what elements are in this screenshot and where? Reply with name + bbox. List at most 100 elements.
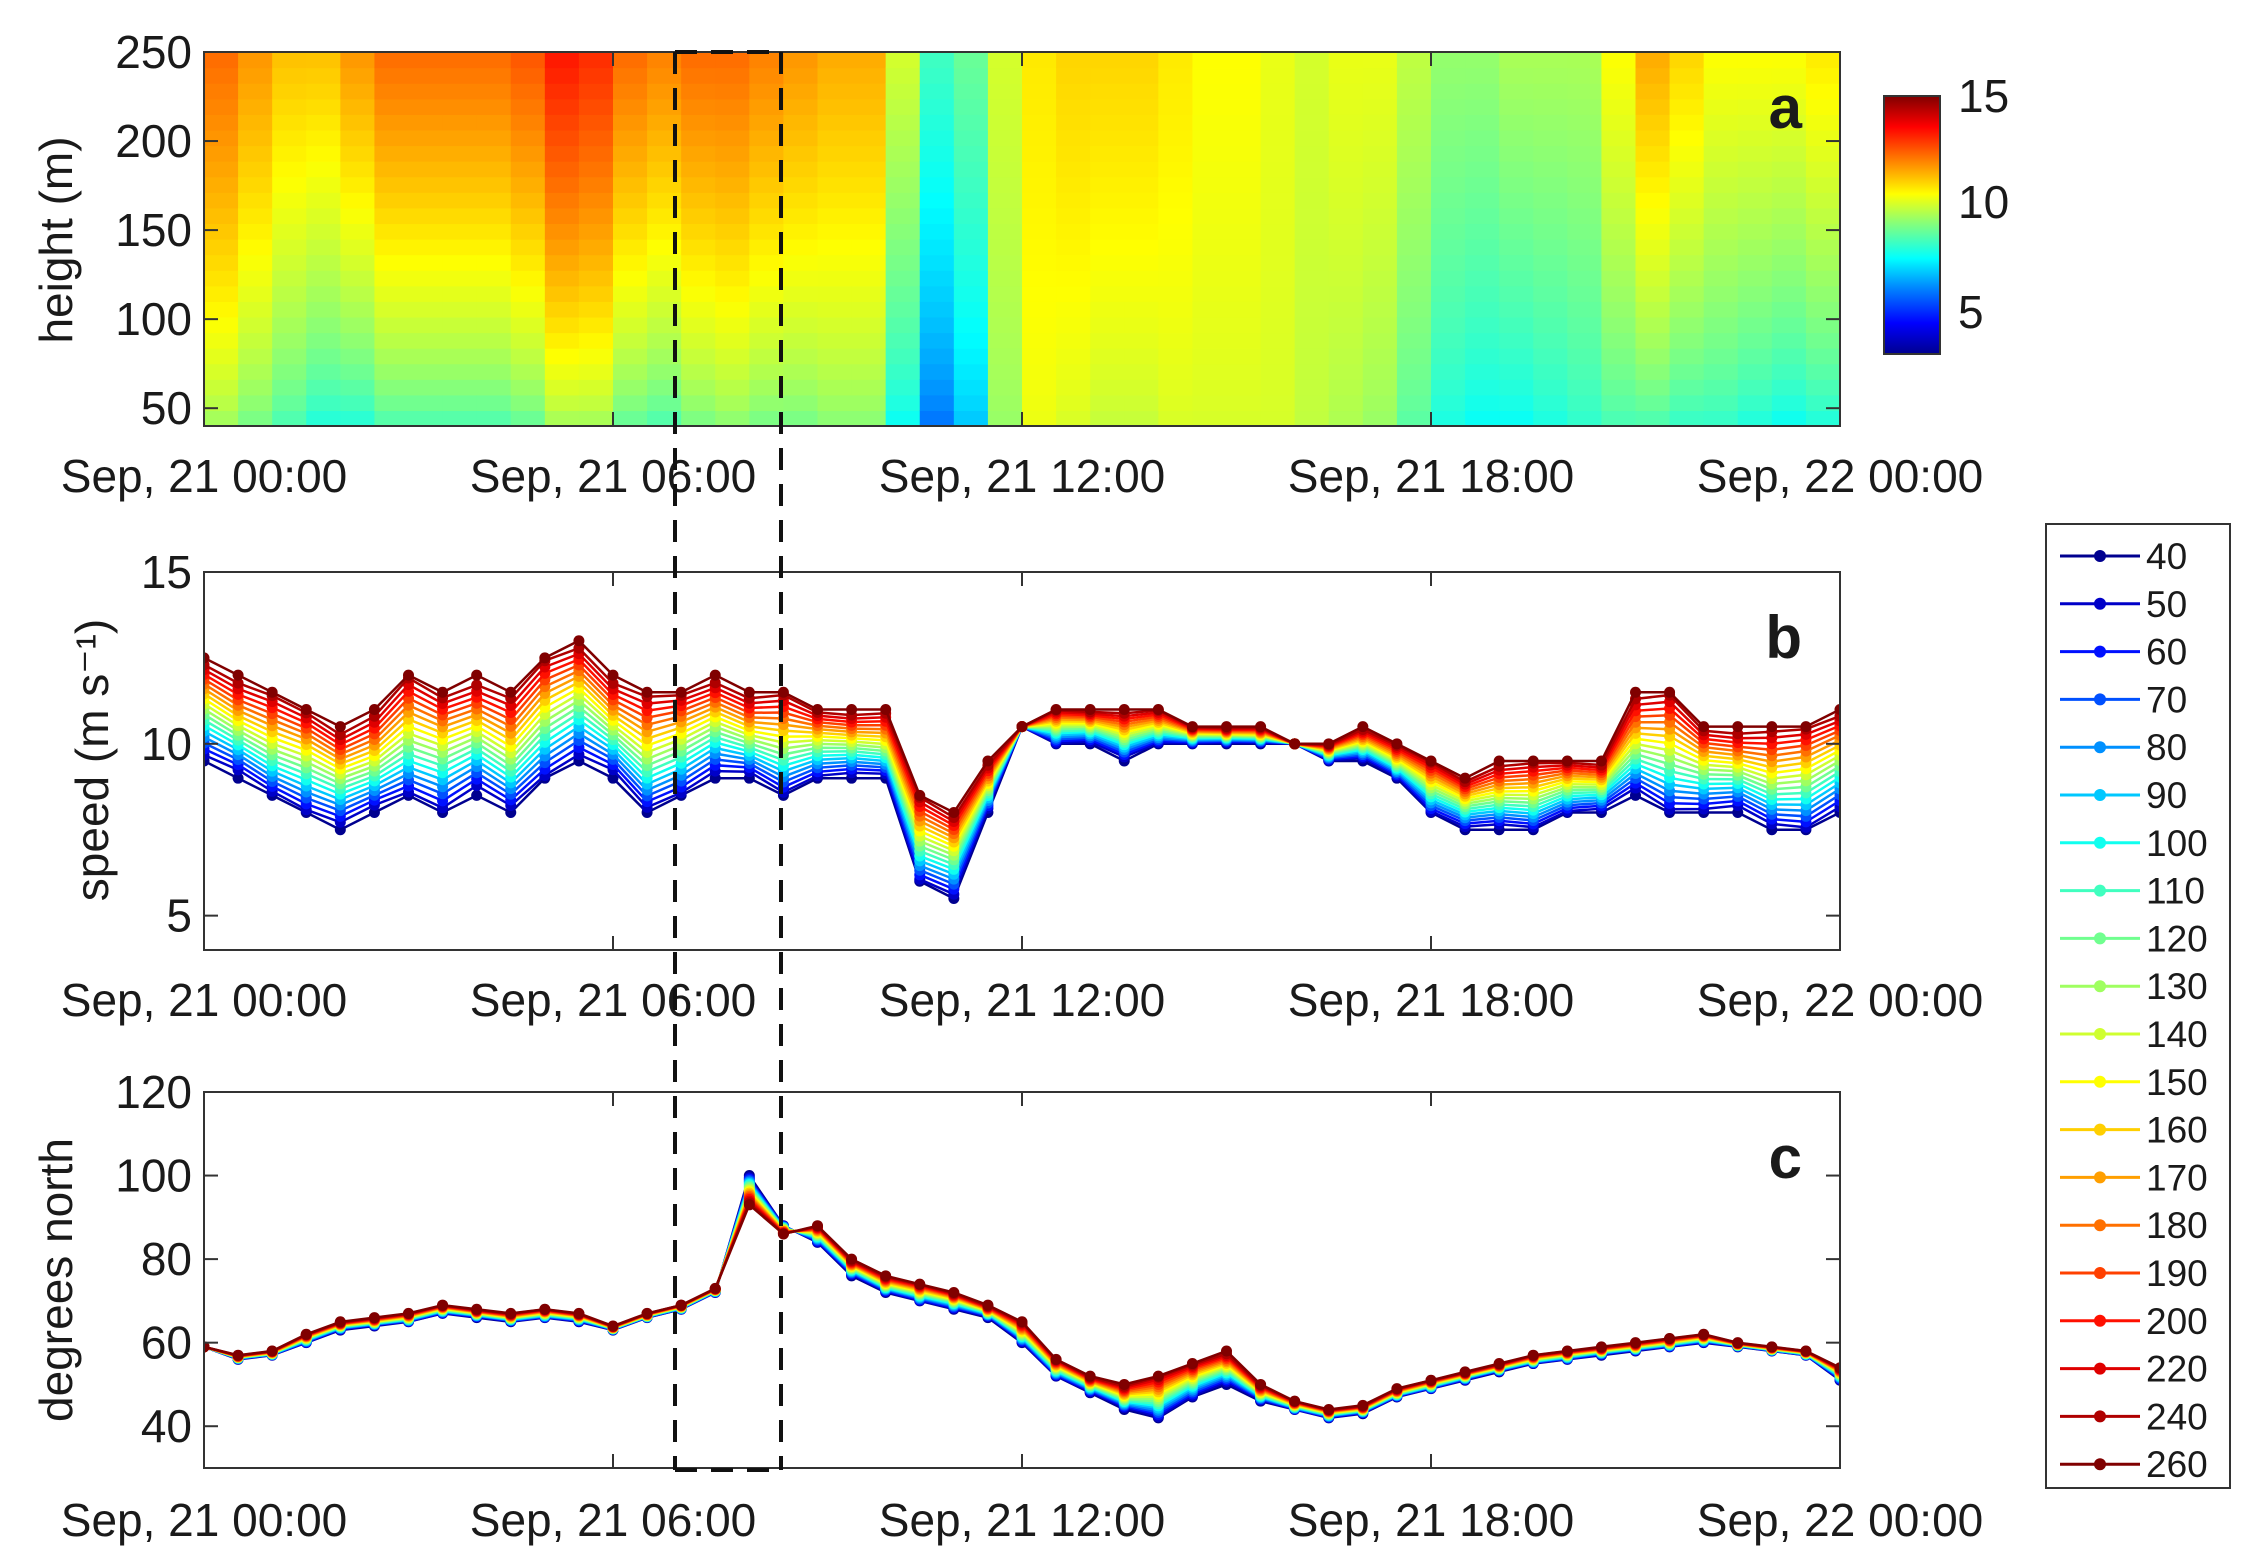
heatmap-cell (578, 129, 614, 147)
heatmap-cell (885, 161, 921, 178)
heatmap-cell (1703, 285, 1739, 302)
heatmap-cell (1090, 316, 1125, 334)
x-tick-label: Sep, 22 00:00 (1697, 450, 1983, 502)
heatmap-cell (1328, 348, 1364, 365)
heatmap-cell (953, 52, 989, 69)
colorbar-label-max: 15 (1958, 70, 2009, 122)
heatmap-cell (1703, 348, 1739, 365)
heatmap-cell (953, 239, 989, 256)
heatmap-cell (681, 379, 716, 396)
heatmap-cell (885, 52, 921, 69)
heatmap-cell (476, 239, 512, 256)
heatmap-cell (340, 52, 376, 69)
heatmap-cell (953, 379, 989, 396)
heatmap-cell (1499, 176, 1534, 193)
series-line-180 (204, 1193, 1840, 1413)
series-line-190 (204, 1195, 1840, 1413)
heatmap-cell (1226, 129, 1262, 147)
heatmap-cell (1771, 207, 1807, 225)
heatmap-cell (1669, 67, 1705, 84)
heatmap-cell (1328, 83, 1364, 100)
heatmap-cell (749, 270, 785, 287)
heatmap-cell (1396, 254, 1432, 271)
heatmap-cell (1737, 192, 1773, 209)
heatmap-cell (749, 83, 785, 100)
heatmap-cell (1294, 207, 1330, 225)
legend-label: 220 (2146, 1349, 2208, 1390)
series-point-260 (471, 669, 483, 681)
heatmap-cell (1737, 348, 1773, 365)
heatmap-cell (1703, 114, 1739, 131)
heatmap-cell (1703, 83, 1739, 100)
legend-swatch-marker (2094, 932, 2106, 945)
heatmap-cell (1737, 114, 1773, 131)
heatmap-cell (1703, 192, 1739, 209)
legend-swatch-marker (2094, 1410, 2106, 1423)
heatmap-cell (238, 348, 273, 365)
heatmap-cell (204, 316, 239, 334)
heatmap-cell (715, 192, 750, 209)
heatmap-cell (1294, 379, 1330, 396)
heatmap-cell (374, 301, 410, 318)
series-point-260 (300, 703, 312, 715)
heatmap-cell (851, 114, 887, 131)
heatmap-cell (374, 129, 410, 147)
heatmap-cell (1737, 67, 1773, 84)
legend-swatch-marker (2094, 1314, 2106, 1327)
heatmap-cell (987, 301, 1023, 318)
heatmap-cell (1022, 394, 1057, 412)
heatmap-cell (715, 207, 750, 225)
heatmap-cell (1226, 67, 1262, 84)
heatmap-cell (1431, 394, 1466, 412)
heatmap-cell (749, 394, 785, 412)
heatmap-cell (408, 176, 444, 193)
heatmap-cell (715, 254, 750, 271)
heatmap-cell (1158, 161, 1194, 178)
heatmap-cell (1192, 161, 1228, 178)
heatmap-cell (817, 410, 853, 426)
heatmap-cell (817, 363, 853, 380)
series-point-260 (1834, 1362, 1840, 1374)
x-tick-label: Sep, 21 06:00 (470, 450, 756, 502)
heatmap-cell (613, 285, 648, 302)
heatmap-cell (1192, 363, 1228, 380)
heatmap-cell (1328, 145, 1364, 162)
heatmap-cell (1056, 176, 1091, 193)
heatmap-cell (1771, 301, 1807, 318)
heatmap-cell (1396, 363, 1432, 380)
y-tick-label: 60 (141, 1317, 192, 1369)
series-point-260 (846, 1253, 858, 1265)
heatmap-cell (238, 176, 273, 193)
heatmap-cell (613, 98, 648, 115)
heatmap-cell (715, 379, 750, 396)
heatmap-cell (238, 316, 273, 334)
heatmap-cell (1805, 285, 1840, 302)
heatmap-cell (681, 363, 716, 380)
series-point-40 (232, 772, 244, 784)
heatmap-cell (578, 176, 614, 193)
heatmap-cell (1703, 394, 1739, 412)
heatmap-cell (1294, 316, 1330, 334)
heatmap-cell (885, 129, 921, 147)
heatmap-cell (851, 348, 887, 365)
heatmap-cell (1465, 254, 1500, 271)
heatmap-cell (1805, 192, 1840, 209)
heatmap-cell (272, 223, 307, 240)
series-point-260 (982, 1299, 994, 1311)
series-point-260 (812, 1220, 823, 1232)
heatmap-cell (1124, 176, 1159, 193)
heatmap-cell (1226, 332, 1262, 349)
legend-swatch-marker (2094, 789, 2106, 801)
series-point-240 (232, 677, 244, 689)
panel-c-series (204, 1170, 1840, 1424)
heatmap-cell (1669, 145, 1705, 162)
series-point-260 (334, 1316, 346, 1328)
series-point-260 (1664, 1332, 1676, 1344)
legend-item-90: 90 (2060, 775, 2187, 816)
heatmap-cell (306, 254, 341, 271)
heatmap-cell (1226, 301, 1262, 318)
heatmap-cell (1431, 176, 1466, 193)
heatmap-cell (272, 207, 307, 225)
heatmap-cell (681, 285, 716, 302)
legend-label: 150 (2146, 1062, 2208, 1103)
